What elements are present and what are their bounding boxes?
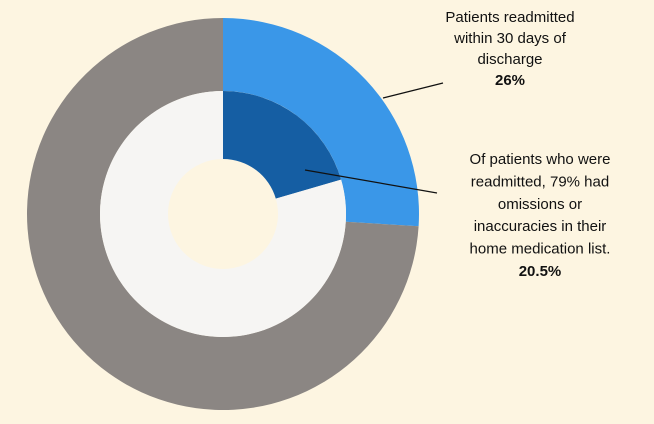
ring-segment [26, 18, 419, 410]
rings [26, 18, 419, 410]
annotation-line: inaccuracies in their [474, 218, 607, 235]
ring-segment [99, 91, 346, 337]
annotation-line: readmitted, 79% had [471, 173, 609, 190]
leader-line [382, 82, 444, 99]
value-label: 26% [495, 72, 525, 89]
annotation-line: discharge [477, 51, 542, 68]
value-label: 20.5% [519, 263, 562, 280]
annotation-line: omissions or [498, 196, 582, 213]
annotations: Patients readmitted within 30 days of disc… [445, 9, 610, 280]
annotation-line: Of patients who were [470, 151, 611, 168]
annotation-line: within 30 days of [453, 30, 567, 47]
leader-line [304, 169, 438, 194]
ring-segment [223, 18, 419, 227]
annotation-line: home medication list. [470, 241, 611, 258]
annotation-line: Patients readmitted [445, 9, 574, 26]
